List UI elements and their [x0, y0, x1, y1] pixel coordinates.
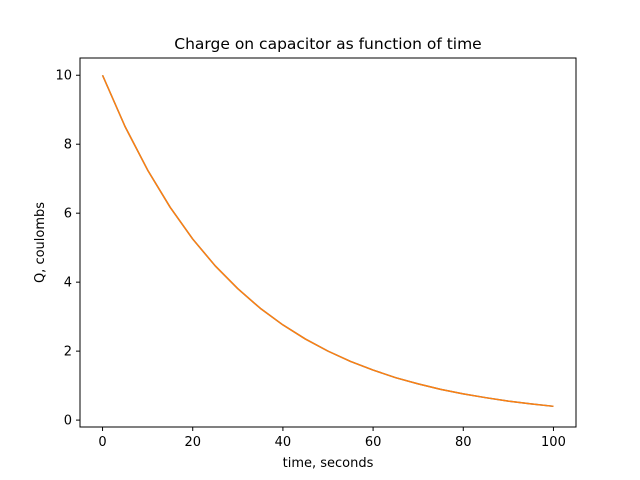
plot-frame [79, 57, 577, 428]
chart-title: Charge on capacitor as function of time [174, 35, 481, 53]
x-tick-label: 0 [98, 435, 106, 450]
y-tick-label: 0 [64, 414, 72, 429]
y-tick-label: 4 [64, 276, 72, 291]
x-tick-label: 100 [541, 435, 566, 450]
x-tick-label: 80 [455, 435, 472, 450]
y-tick-label: 2 [64, 345, 72, 360]
y-tick-label: 10 [55, 69, 72, 84]
x-tick-label: 40 [275, 435, 292, 450]
y-axis-label: Q, coulombs [33, 202, 48, 283]
x-tick-label: 60 [365, 435, 382, 450]
series-line-2 [101, 74, 554, 408]
x-axis-label: time, seconds [283, 456, 374, 471]
y-tick-label: 6 [64, 207, 72, 222]
y-tick-label: 8 [64, 138, 72, 153]
series-layer [101, 74, 554, 408]
ticks-layer: 0 20 40 60 80 100 0 2 4 6 8 10 [55, 69, 565, 450]
x-tick-label: 20 [184, 435, 201, 450]
